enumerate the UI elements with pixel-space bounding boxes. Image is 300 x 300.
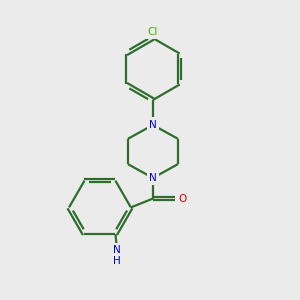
Text: N: N bbox=[149, 120, 157, 130]
Text: O: O bbox=[178, 194, 187, 204]
Text: N: N bbox=[149, 173, 157, 183]
Text: N: N bbox=[113, 245, 121, 255]
Text: H: H bbox=[113, 256, 121, 266]
Text: Cl: Cl bbox=[148, 27, 158, 37]
